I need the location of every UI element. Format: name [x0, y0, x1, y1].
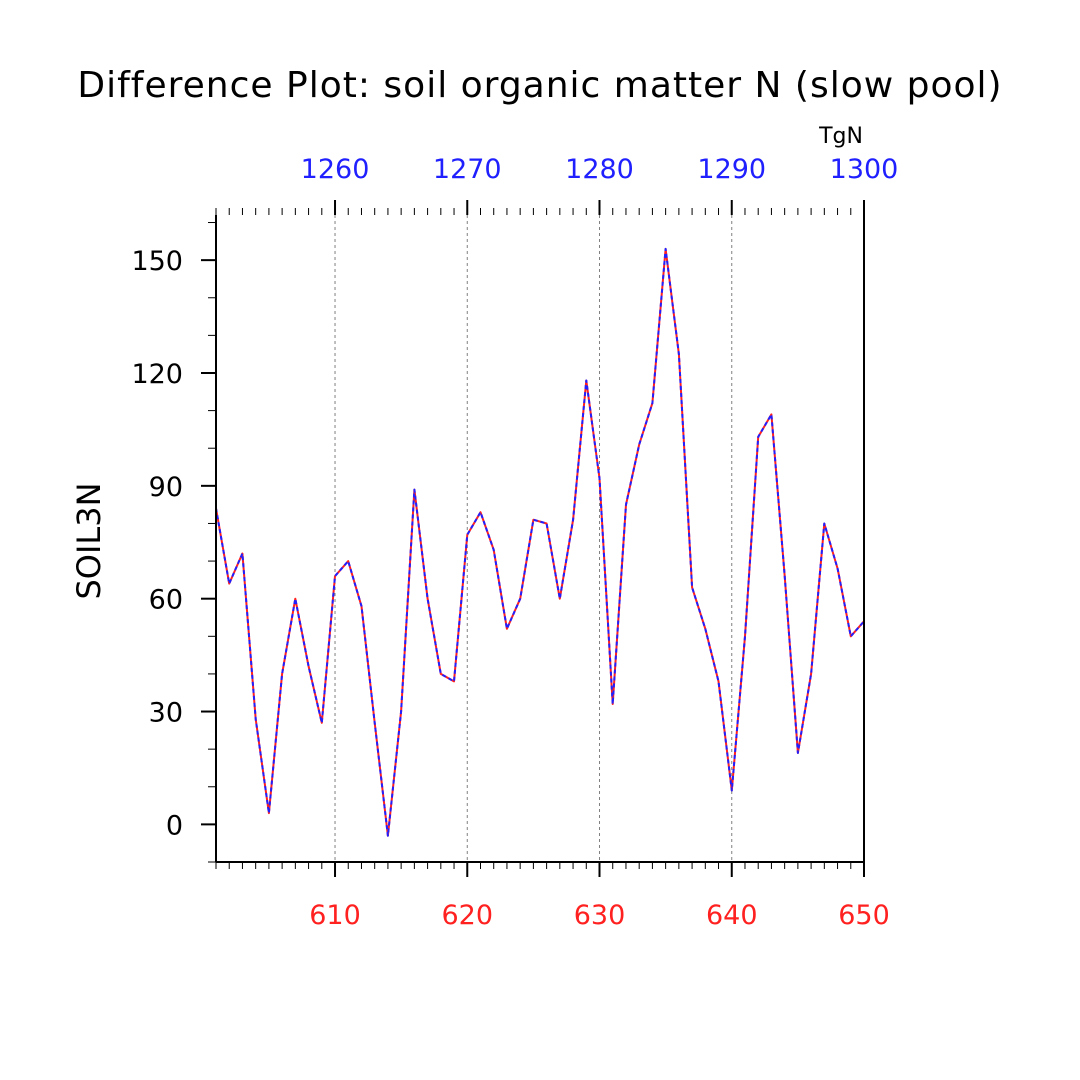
x-tick-label-top-1300: 1300 — [830, 154, 899, 185]
x-tick-label-top-1260: 1260 — [301, 154, 370, 185]
x-tick-label-top-1290: 1290 — [697, 154, 766, 185]
tick-labels-layer: 0 30 60 90 120 150 610 620 630 640 650 1260 1270 1280… — [131, 154, 898, 931]
x-tick-label-bottom-650: 650 — [838, 900, 890, 931]
series-line-1 — [215, 247, 865, 837]
y-tick-label-0: 0 — [166, 810, 183, 841]
x-tick-label-bottom-630: 630 — [574, 900, 626, 931]
y-tick-label-60: 60 — [149, 585, 183, 616]
y-tick-label-150: 150 — [131, 246, 183, 277]
x-tick-label-bottom-640: 640 — [706, 900, 758, 931]
axes-layer — [201, 200, 865, 877]
y-tick-label-120: 120 — [131, 359, 183, 390]
series-layer — [215, 247, 865, 837]
chart-title: Difference Plot: soil organic matter N (… — [77, 65, 1002, 106]
x-tick-label-bottom-610: 610 — [309, 900, 361, 931]
x-tick-label-bottom-620: 620 — [441, 900, 493, 931]
y-tick-label-90: 90 — [149, 472, 183, 503]
x-tick-label-top-1270: 1270 — [433, 154, 502, 185]
y-axis-label: SOIL3N — [70, 482, 108, 599]
series-line-2 — [215, 247, 865, 837]
units-label: TgN — [818, 124, 863, 149]
y-tick-label-30: 30 — [149, 698, 183, 729]
x-tick-label-top-1280: 1280 — [565, 154, 634, 185]
